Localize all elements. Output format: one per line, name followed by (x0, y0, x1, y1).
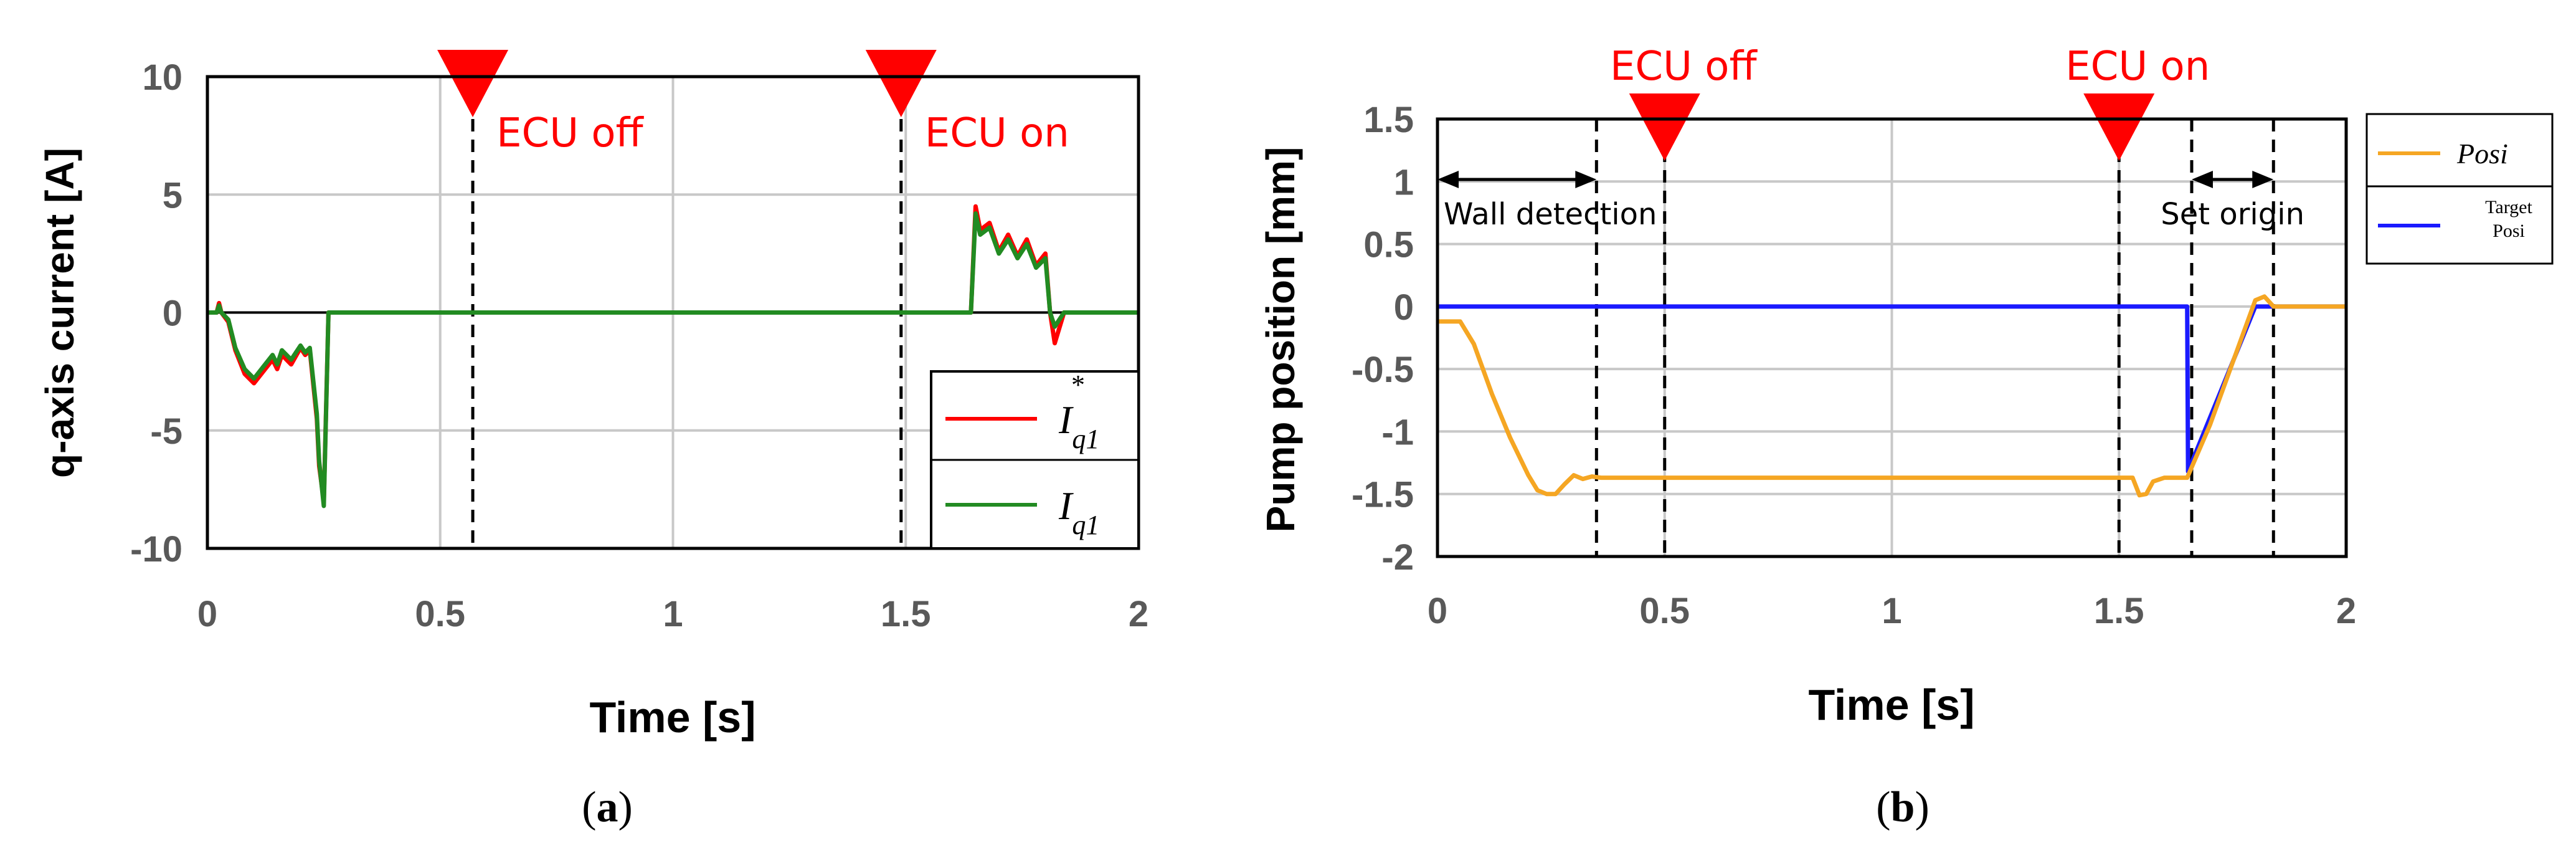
series-line (1437, 294, 2346, 498)
y-tick-label: 0 (1394, 287, 1414, 328)
series-group-b (1437, 294, 2346, 498)
x-tick-label: 1.5 (2094, 591, 2144, 631)
plot-frame-a (206, 75, 1140, 550)
y-tick-label: 10 (142, 57, 182, 98)
y-tick-label: -5 (150, 411, 182, 452)
x-tick-label: 0.5 (415, 594, 465, 634)
x-tick-label: 1 (1882, 591, 1901, 631)
event-label: ECU off (1610, 44, 1758, 90)
annotation-label: Wall detection (1444, 197, 1657, 232)
y-tick-label: -10 (130, 529, 182, 570)
series-line (207, 211, 1139, 509)
legend-b: Posi Target Posi (2365, 113, 2554, 265)
y-tick-label: -0.5 (1352, 350, 1414, 390)
event-label: ECU on (925, 110, 1069, 156)
caption-a: (a) (582, 783, 633, 831)
y-tick-labels-a: -10 -5 0 5 10 (130, 57, 182, 570)
y-tick-label: -1.5 (1352, 475, 1414, 515)
x-tick-labels-a: 0 0.5 1 1.5 2 (197, 594, 1148, 634)
y-tick-label: 5 (163, 175, 182, 216)
chart-b: ECU off ECU on Wall detection Set origin -… (1258, 44, 2554, 831)
legend-label-target-line2: Posi (2493, 221, 2525, 241)
annotation-arrowhead (2252, 171, 2274, 188)
legend-label-target-line1: Target (2485, 197, 2532, 217)
y-tick-label: 0.5 (1363, 225, 1414, 265)
y-tick-label: 0 (163, 294, 182, 334)
x-tick-label: 2 (1129, 594, 1148, 634)
event-triangle (2083, 93, 2155, 161)
y-tick-label: 1 (1394, 162, 1414, 203)
x-tick-label: 1.5 (881, 594, 931, 634)
annotations-b: Wall detection Set origin (1437, 119, 2304, 556)
legend-label-ref: Iq1 (1058, 398, 1099, 454)
legend-label-meas: Iq1 (1058, 484, 1099, 540)
x-axis-title-a: Time [s] (589, 693, 755, 742)
annotation-arrowhead (2191, 171, 2213, 188)
y-tick-label: -2 (1381, 537, 1414, 578)
x-tick-label: 1 (663, 594, 683, 634)
x-tick-label: 0.5 (1639, 591, 1690, 631)
annotation-arrowhead (1575, 171, 1597, 188)
y-axis-title-a: q-axis current [A] (37, 148, 82, 478)
y-axis-title-b: Pump position [mm] (1258, 147, 1303, 533)
legend-label-ref-star: * (1071, 370, 1085, 400)
y-tick-label: -1 (1381, 412, 1414, 452)
event-triangle (1629, 93, 1700, 161)
x-tick-label: 0 (197, 594, 217, 634)
x-axis-title-b: Time [s] (1808, 680, 1974, 729)
legend-a: Iq1 * Iq1 (930, 370, 1140, 550)
event-triangle (437, 50, 509, 117)
y-tick-label: 1.5 (1363, 100, 1414, 140)
legend-box-b (2365, 113, 2554, 265)
plot-frame-b (1436, 117, 2348, 558)
x-tick-labels-b: 0 0.5 1 1.5 2 (1428, 591, 2356, 631)
legend-label-posi: Posi (2456, 138, 2508, 170)
event-label: ECU off (496, 110, 644, 156)
series-group-a (207, 204, 1139, 509)
event-label: ECU on (2065, 44, 2210, 90)
event-markers-a: ECU off ECU on (437, 50, 1069, 548)
caption-b: (b) (1876, 783, 1930, 831)
y-tick-labels-b: -2 -1.5 -1 -0.5 0 0.5 1 1.5 (1352, 100, 1414, 578)
x-tick-label: 2 (2336, 591, 2356, 631)
annotation-label: Set origin (2161, 197, 2304, 232)
event-markers-b: ECU off ECU on (1610, 44, 2210, 556)
x-tick-label: 0 (1428, 591, 1447, 631)
chart-a: ECU off ECU on -10 -5 0 5 10 0 0.5 1 1.5 2 Iq1 * … (37, 50, 1148, 831)
annotation-arrowhead (1437, 171, 1459, 188)
event-triangle (865, 50, 937, 117)
